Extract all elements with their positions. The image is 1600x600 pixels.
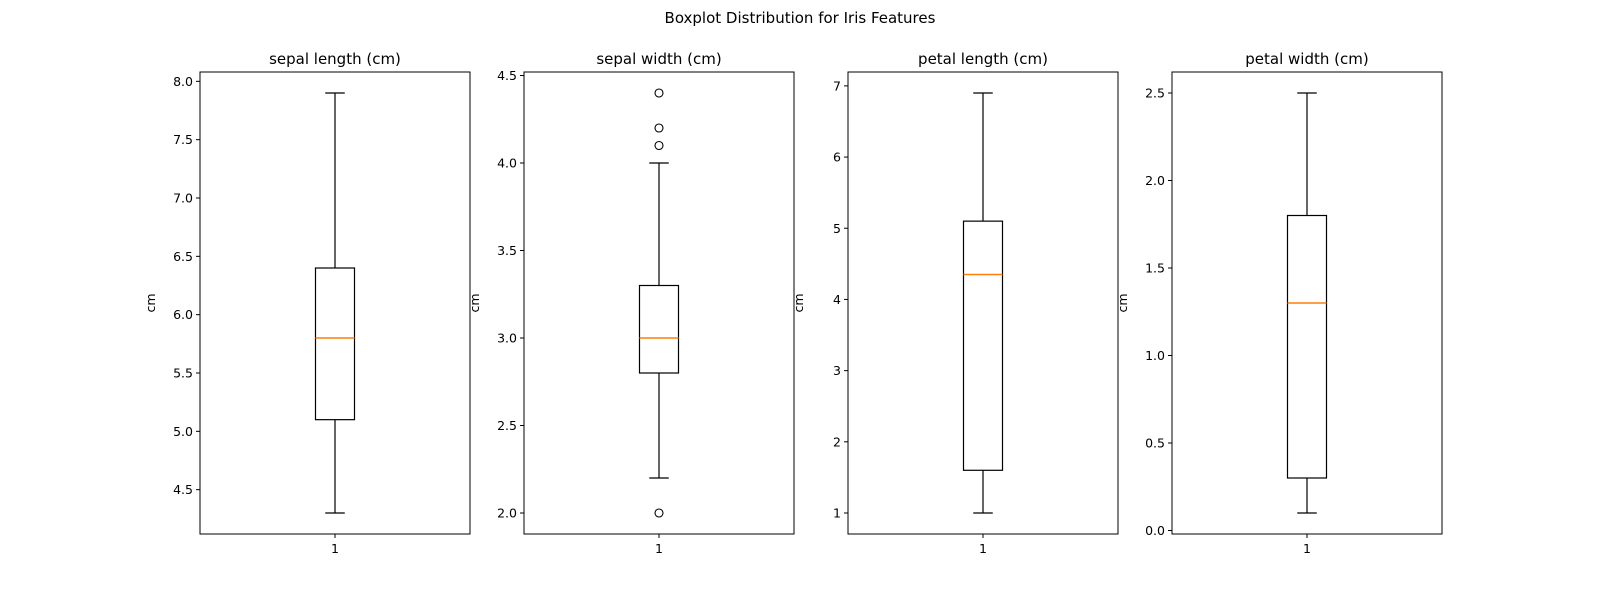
y-tick-label: 7 [833,78,841,93]
y-tick-label: 2 [833,434,841,449]
subplot-3: petal length (cm) 1 2 3 4 5 6 7 1 cm [791,50,1119,556]
outlier-point [654,140,664,151]
y-axis-label: cm [1115,293,1130,312]
outlier-point [654,123,664,133]
subplot-4: petal width (cm) 0.0 0.5 1.0 1.5 2.0 2.5 1 cm [1115,50,1443,556]
subplot-2: sepal width (cm) 2.0 2.5 3.0 3.5 4.0 4.5 1 cm [467,50,795,556]
y-tick-label: 5 [833,221,841,236]
x-tick-label: 1 [1303,541,1311,556]
y-axis-label: cm [791,293,806,312]
y-tick-label: 3.0 [497,331,517,346]
y-tick-label: 4.5 [497,68,517,83]
iqr-box [638,284,680,374]
iqr-box [314,267,356,421]
axes-frame [523,71,795,535]
outlier-point [654,508,664,518]
x-tick-label: 1 [979,541,987,556]
y-axis-label: cm [467,293,482,312]
axes-frame [1171,71,1443,535]
subplot-title: petal width (cm) [1245,50,1368,68]
y-tick-label: 0.0 [1145,523,1165,538]
iqr-box [1286,214,1328,479]
y-tick-label: 8.0 [173,74,193,89]
y-tick-label: 1.0 [1145,348,1165,363]
y-tick-label: 1.5 [1145,261,1165,276]
axes-frame [199,71,471,535]
y-tick-label: 7.0 [173,191,193,206]
y-tick-label: 2.5 [1145,86,1165,101]
y-tick-label: 6 [833,150,841,165]
y-tick-label: 4 [833,292,841,307]
y-tick-label: 3 [833,363,841,378]
subplot-title: petal length (cm) [918,50,1048,68]
figure-title: Boxplot Distribution for Iris Features [665,9,936,27]
outlier-point [654,88,664,98]
y-tick-label: 2.0 [1145,173,1165,188]
y-tick-label: 5.0 [173,424,193,439]
y-tick-label: 2.0 [497,506,517,521]
subplot-1: sepal length (cm) 4.5 5.0 5.5 6.0 6.5 7.0 7.5 8.… [143,50,471,556]
y-tick-label: 4.5 [173,482,193,497]
x-tick-label: 1 [655,541,663,556]
iqr-box [962,220,1004,471]
y-tick-label: 4.0 [497,156,517,171]
axes-frame [847,71,1119,535]
y-tick-label: 0.5 [1145,436,1165,451]
y-tick-label: 5.5 [173,366,193,381]
y-tick-label: 7.5 [173,132,193,147]
y-tick-label: 3.5 [497,243,517,258]
y-tick-label: 1 [833,506,841,521]
subplot-title: sepal length (cm) [269,50,401,68]
y-tick-label: 6.0 [173,307,193,322]
y-axis-label: cm [143,293,158,312]
y-tick-label: 6.5 [173,249,193,264]
y-tick-label: 2.5 [497,418,517,433]
subplot-title: sepal width (cm) [596,50,721,68]
x-tick-label: 1 [331,541,339,556]
